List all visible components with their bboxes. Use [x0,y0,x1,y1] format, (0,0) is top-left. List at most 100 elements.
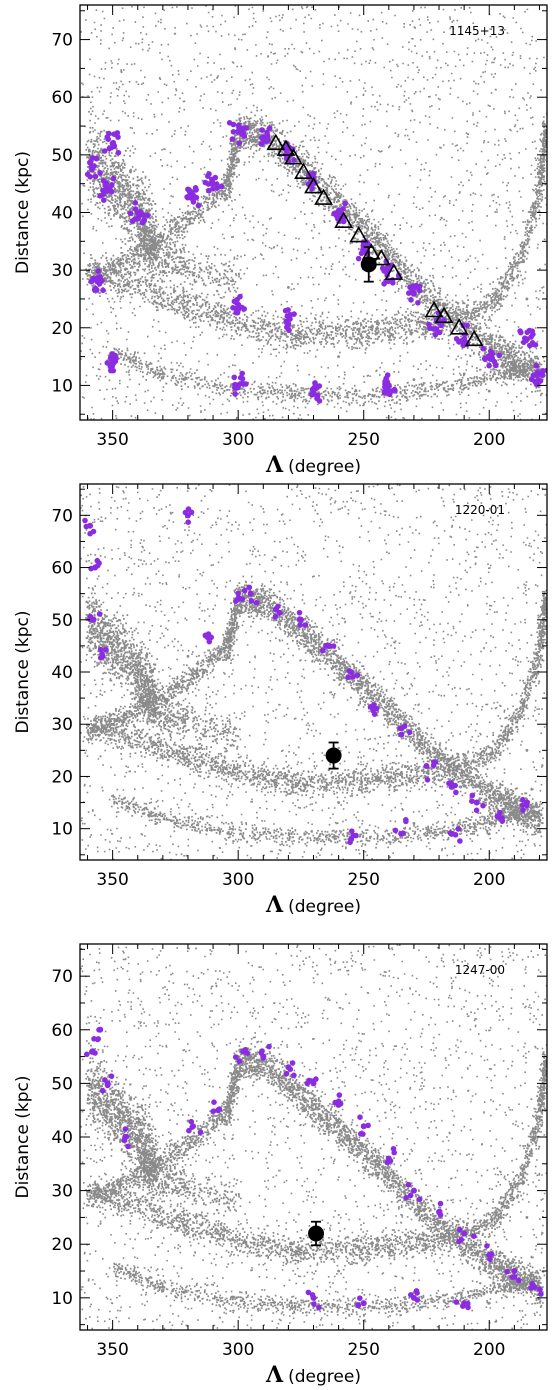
highlight-texture [82,506,530,846]
y-tick-label: 60 [51,559,73,579]
field-label: 1145+13 [449,24,505,38]
highlight-point [360,1123,367,1130]
triangle-marker [371,248,391,266]
y-tick-label: 50 [51,611,73,631]
y-axis-label: Distance (kpc) [13,611,33,734]
model-point [487,1264,491,1268]
x-tick-label: 250 [347,1340,379,1360]
highlight-point [423,763,430,769]
plot-area [80,484,547,860]
highlight-point [461,1230,468,1237]
model-particle-texture [80,5,547,420]
model-particle-texture [80,484,547,860]
x-tick-label: 350 [96,430,128,450]
model-point [136,268,140,272]
triangle-marker [266,133,286,151]
y-tick-label: 50 [51,1074,73,1094]
y-axis-label: Distance (kpc) [13,1076,33,1199]
y-tick-label: 70 [51,967,73,987]
panel-1: 350 300 250 200 10 20 30 40 50 60 70 1145+13 Distanc… [13,4,548,478]
model-point [286,1081,290,1085]
model-point [387,1178,391,1182]
model-point [136,681,140,684]
y-tick-label: 10 [51,376,73,396]
model-point [136,1146,140,1150]
model-point [387,712,391,716]
x-tick-label: 250 [347,870,379,890]
y-tick-label: 40 [51,204,73,224]
model-point [186,764,190,768]
model-point [487,389,491,393]
y-tick-label: 30 [51,715,73,735]
triangle-marker [434,306,454,324]
model-point [437,1221,441,1225]
model-point [538,182,541,186]
x-tick-label: 200 [473,870,505,890]
y-tick-label: 20 [51,319,73,339]
x-axis-unit: (degree) [288,897,361,917]
model-point [538,1108,541,1112]
triangle-marker [424,300,444,318]
x-axis-unit: (degree) [288,1367,361,1386]
model-point [462,372,466,376]
model-point [186,314,190,318]
model-point [437,303,441,307]
highlighted-particles [84,1026,544,1311]
y-tick-label: 70 [51,506,73,526]
x-tick-label: 300 [222,1340,254,1360]
model-point [98,634,102,637]
model-point [487,832,491,836]
model-point [487,795,491,799]
model-point [98,1098,102,1101]
triangle-marker [349,225,369,243]
highlight-point [398,731,405,738]
model-point [337,660,341,663]
x-axis-label: Λ (degree) [265,892,361,918]
model-point [525,1216,529,1219]
field-label: 1247-00 [455,963,505,977]
triangle-marker [384,263,404,280]
x-tick-label: 350 [96,1340,128,1360]
model-particle-texture [80,944,547,1330]
x-tick-label: 350 [96,870,128,890]
triangle-marker [294,162,313,179]
highlight-point [473,799,480,806]
model-point [186,1232,190,1235]
y-tick-label: 30 [51,1182,73,1202]
model-point [136,222,140,226]
model-point [412,822,416,825]
field-label: 1220-01 [455,503,505,517]
circle-marker [325,747,342,764]
model-point [487,1301,491,1305]
triangle-marker [449,318,469,335]
model-point [337,355,341,358]
model-particles [80,5,547,420]
plot-frame [79,4,548,421]
y-tick-label: 10 [51,820,73,840]
circle-marker [308,1225,325,1242]
model-point [337,1269,341,1273]
y-tick-label: 20 [51,767,73,787]
y-tick-label: 70 [51,31,73,51]
highlight-point [511,1268,518,1275]
circle-marker [360,256,377,273]
x-tick-label: 200 [473,430,505,450]
model-point [525,297,529,301]
x-axis-label: Λ (degree) [265,1362,361,1386]
highlight-point [410,1187,417,1194]
highlighted-particles [84,120,547,404]
triangle-marker [304,176,323,194]
triangle-marker [276,139,296,156]
model-point [286,286,290,289]
x-tick-label: 300 [222,430,254,450]
y-tick-label: 20 [51,1235,73,1255]
x-axis-unit: (degree) [288,457,361,477]
highlight-point [247,590,254,597]
plot-area [80,5,547,420]
panel-2: 350 300 250 200 10 20 30 40 50 60 70 1220-01 Distanc… [13,483,548,918]
model-point [525,748,529,752]
x-tick-label: 250 [347,430,379,450]
triangle-marker [334,211,354,228]
